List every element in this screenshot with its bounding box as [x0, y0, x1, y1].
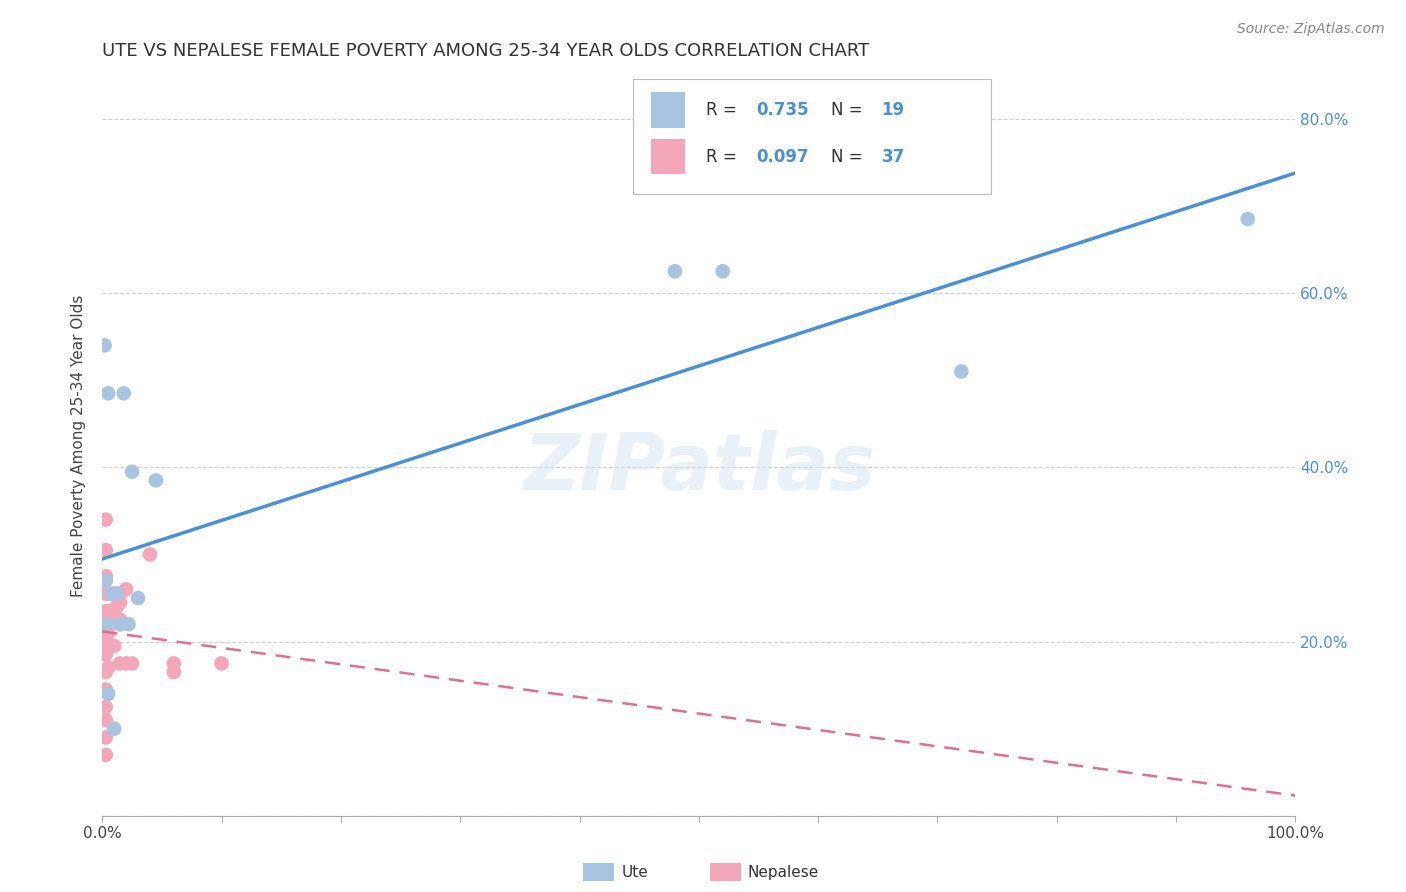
Point: [97, 639, 120, 653]
Point: [121, 465, 143, 479]
Point: [105, 587, 128, 601]
Point: [664, 264, 686, 278]
Point: [103, 587, 125, 601]
Point: [97, 661, 120, 675]
Point: [115, 582, 138, 597]
Text: 0.735: 0.735: [756, 101, 808, 119]
FancyBboxPatch shape: [651, 92, 685, 128]
Point: [94, 574, 117, 588]
Point: [93, 338, 115, 352]
Point: [94, 569, 117, 583]
Point: [108, 617, 131, 632]
Point: [94, 747, 117, 762]
Point: [211, 657, 233, 671]
Point: [94, 700, 117, 714]
Point: [94, 682, 117, 697]
Point: [97, 687, 120, 701]
Point: [163, 657, 186, 671]
Point: [97, 587, 120, 601]
Point: [97, 626, 120, 640]
Point: [94, 665, 117, 679]
Text: UTE VS NEPALESE FEMALE POVERTY AMONG 25-34 YEAR OLDS CORRELATION CHART: UTE VS NEPALESE FEMALE POVERTY AMONG 25-…: [103, 42, 869, 60]
Point: [108, 595, 131, 609]
Point: [94, 587, 117, 601]
Point: [108, 657, 131, 671]
Point: [950, 364, 973, 378]
Point: [97, 386, 120, 401]
Text: Nepalese: Nepalese: [748, 865, 820, 880]
Text: ZIPatlas: ZIPatlas: [523, 430, 875, 506]
Point: [108, 617, 131, 632]
Point: [94, 648, 117, 662]
Point: [117, 617, 139, 632]
Point: [94, 617, 117, 632]
Point: [100, 587, 122, 601]
FancyBboxPatch shape: [651, 139, 685, 175]
FancyBboxPatch shape: [633, 78, 991, 194]
Point: [94, 617, 117, 632]
Point: [100, 587, 122, 601]
Point: [94, 543, 117, 558]
Point: [139, 548, 162, 562]
Point: [94, 639, 117, 653]
Point: [94, 731, 117, 745]
Point: [105, 587, 128, 601]
Text: 37: 37: [882, 148, 904, 166]
Point: [103, 613, 125, 627]
Point: [121, 657, 143, 671]
Text: 19: 19: [882, 101, 904, 119]
Point: [97, 604, 120, 618]
Point: [108, 613, 131, 627]
Point: [94, 630, 117, 644]
Point: [94, 604, 117, 618]
Point: [94, 513, 117, 527]
Point: [94, 713, 117, 727]
Point: [112, 386, 135, 401]
Point: [145, 474, 167, 488]
Point: [163, 665, 186, 679]
Text: R =: R =: [706, 148, 742, 166]
Point: [108, 587, 131, 601]
Text: N =: N =: [831, 101, 868, 119]
Point: [115, 657, 138, 671]
Text: R =: R =: [706, 101, 742, 119]
Point: [127, 591, 149, 605]
Text: Ute: Ute: [621, 865, 648, 880]
Text: 0.097: 0.097: [756, 148, 808, 166]
Point: [1236, 212, 1258, 227]
Text: Source: ZipAtlas.com: Source: ZipAtlas.com: [1237, 22, 1385, 37]
Point: [711, 264, 734, 278]
Point: [103, 639, 125, 653]
Point: [105, 599, 128, 614]
Y-axis label: Female Poverty Among 25-34 Year Olds: Female Poverty Among 25-34 Year Olds: [72, 294, 86, 597]
Text: N =: N =: [831, 148, 868, 166]
Point: [103, 722, 125, 736]
